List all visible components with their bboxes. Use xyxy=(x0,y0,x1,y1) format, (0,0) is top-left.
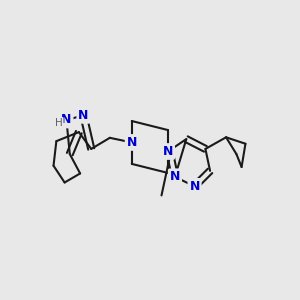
Text: N: N xyxy=(78,109,89,122)
Text: N: N xyxy=(61,113,72,127)
Text: N: N xyxy=(170,170,180,183)
Text: N: N xyxy=(189,180,200,193)
Text: N: N xyxy=(163,145,173,158)
Text: H: H xyxy=(55,118,63,128)
Text: N: N xyxy=(127,136,137,149)
